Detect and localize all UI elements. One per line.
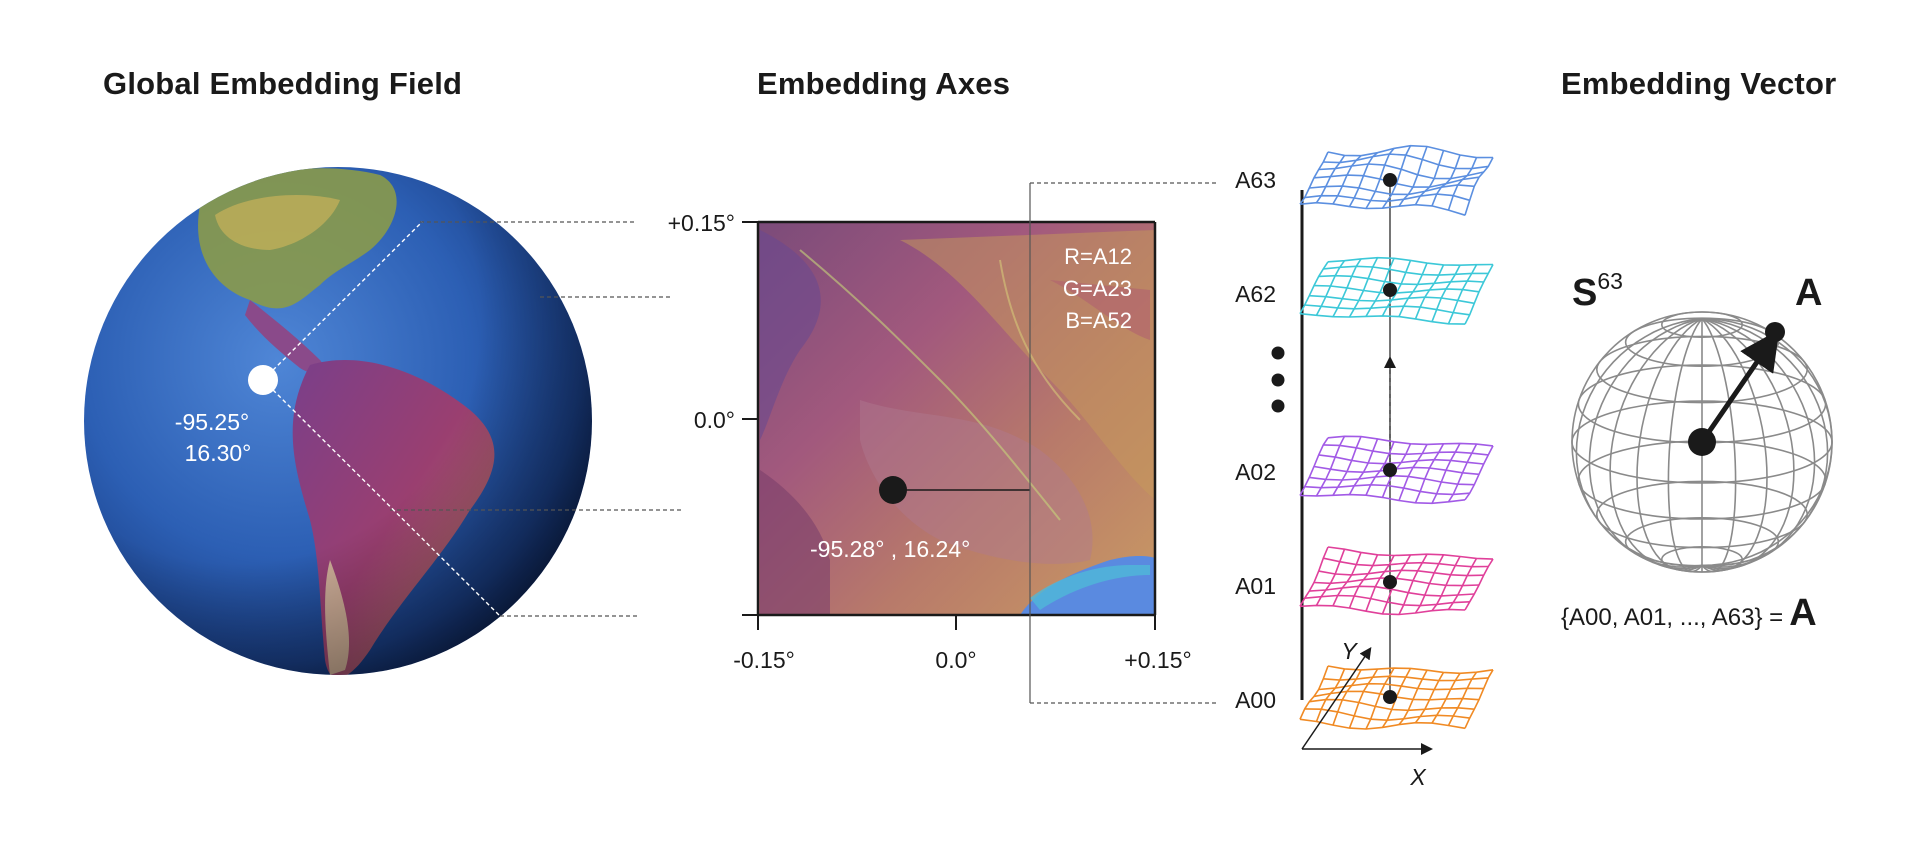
globe-point-latitude: 16.30° [185,440,252,466]
layer-label-a62: A62 [1235,281,1276,307]
axis-label-x: X [1409,764,1427,790]
layer-sample-point [1383,575,1397,589]
ellipsis-dot [1271,346,1285,360]
globe-point-longitude: -95.25° [175,409,249,435]
layer-sample-point [1383,690,1397,704]
axis-label-y: Y [1341,638,1358,664]
title-embedding-vector: Embedding Vector [1561,66,1837,101]
layer-sample-point [1383,173,1397,187]
title-global-embedding-field: Global Embedding Field [103,66,463,101]
rgb-mapping-g: G=A23 [1063,276,1132,301]
sphere-longitude-line [1588,317,1703,568]
layer-label-a63: A63 [1235,167,1276,193]
title-embedding-axes: Embedding Axes [757,66,1011,101]
tile-x-tick-left: -0.15° [733,647,795,673]
mesh-a62 [1299,256,1494,325]
rgb-mapping-b: B=A52 [1065,308,1132,333]
globe: -95.25° 16.30° [84,167,682,675]
tile-to-stack-connectors [1029,182,1218,704]
sphere-longitude-line [1701,317,1768,572]
rgb-mapping-r: R=A12 [1064,244,1132,269]
embedding-tile: +0.15° 0.0° -0.15° 0.0° +0.15° R=A12 G=A… [668,210,1192,673]
vector-endpoint [1765,322,1785,342]
layer-label-a02: A02 [1235,459,1276,485]
tile-point-coordinates: -95.28° , 16.24° [810,536,970,562]
sphere-longitude-line [1575,317,1703,567]
mesh-a01 [1299,546,1494,616]
sphere-label: S63 [1572,268,1623,314]
embedding-vector-sphere: S63 A {A00, A01, ..., A63} = A [1561,268,1833,634]
layer-label-a01: A01 [1235,573,1276,599]
globe-location-marker [248,365,278,395]
layer-label-a00: A00 [1235,687,1276,713]
tile-x-tick-right: +0.15° [1124,647,1191,673]
tile-y-tick-mid: 0.0° [694,407,735,433]
tile-y-tick-top: +0.15° [668,210,735,236]
sphere-longitude-line [1701,318,1737,573]
vector-label: A [1795,272,1822,314]
ellipsis-dot [1271,399,1285,413]
layer-sample-point [1383,283,1397,297]
tile-x-tick-mid: 0.0° [935,647,976,673]
ellipsis-dot [1271,373,1285,387]
layer-sample-point [1383,463,1397,477]
mesh-a63 [1299,144,1494,216]
sphere-center-point [1688,428,1716,456]
embedding-layer-stack: A63 A62 A02 A01 A00 X Y [1235,144,1494,790]
vector-formula: {A00, A01, ..., A63} = A [1561,592,1817,634]
